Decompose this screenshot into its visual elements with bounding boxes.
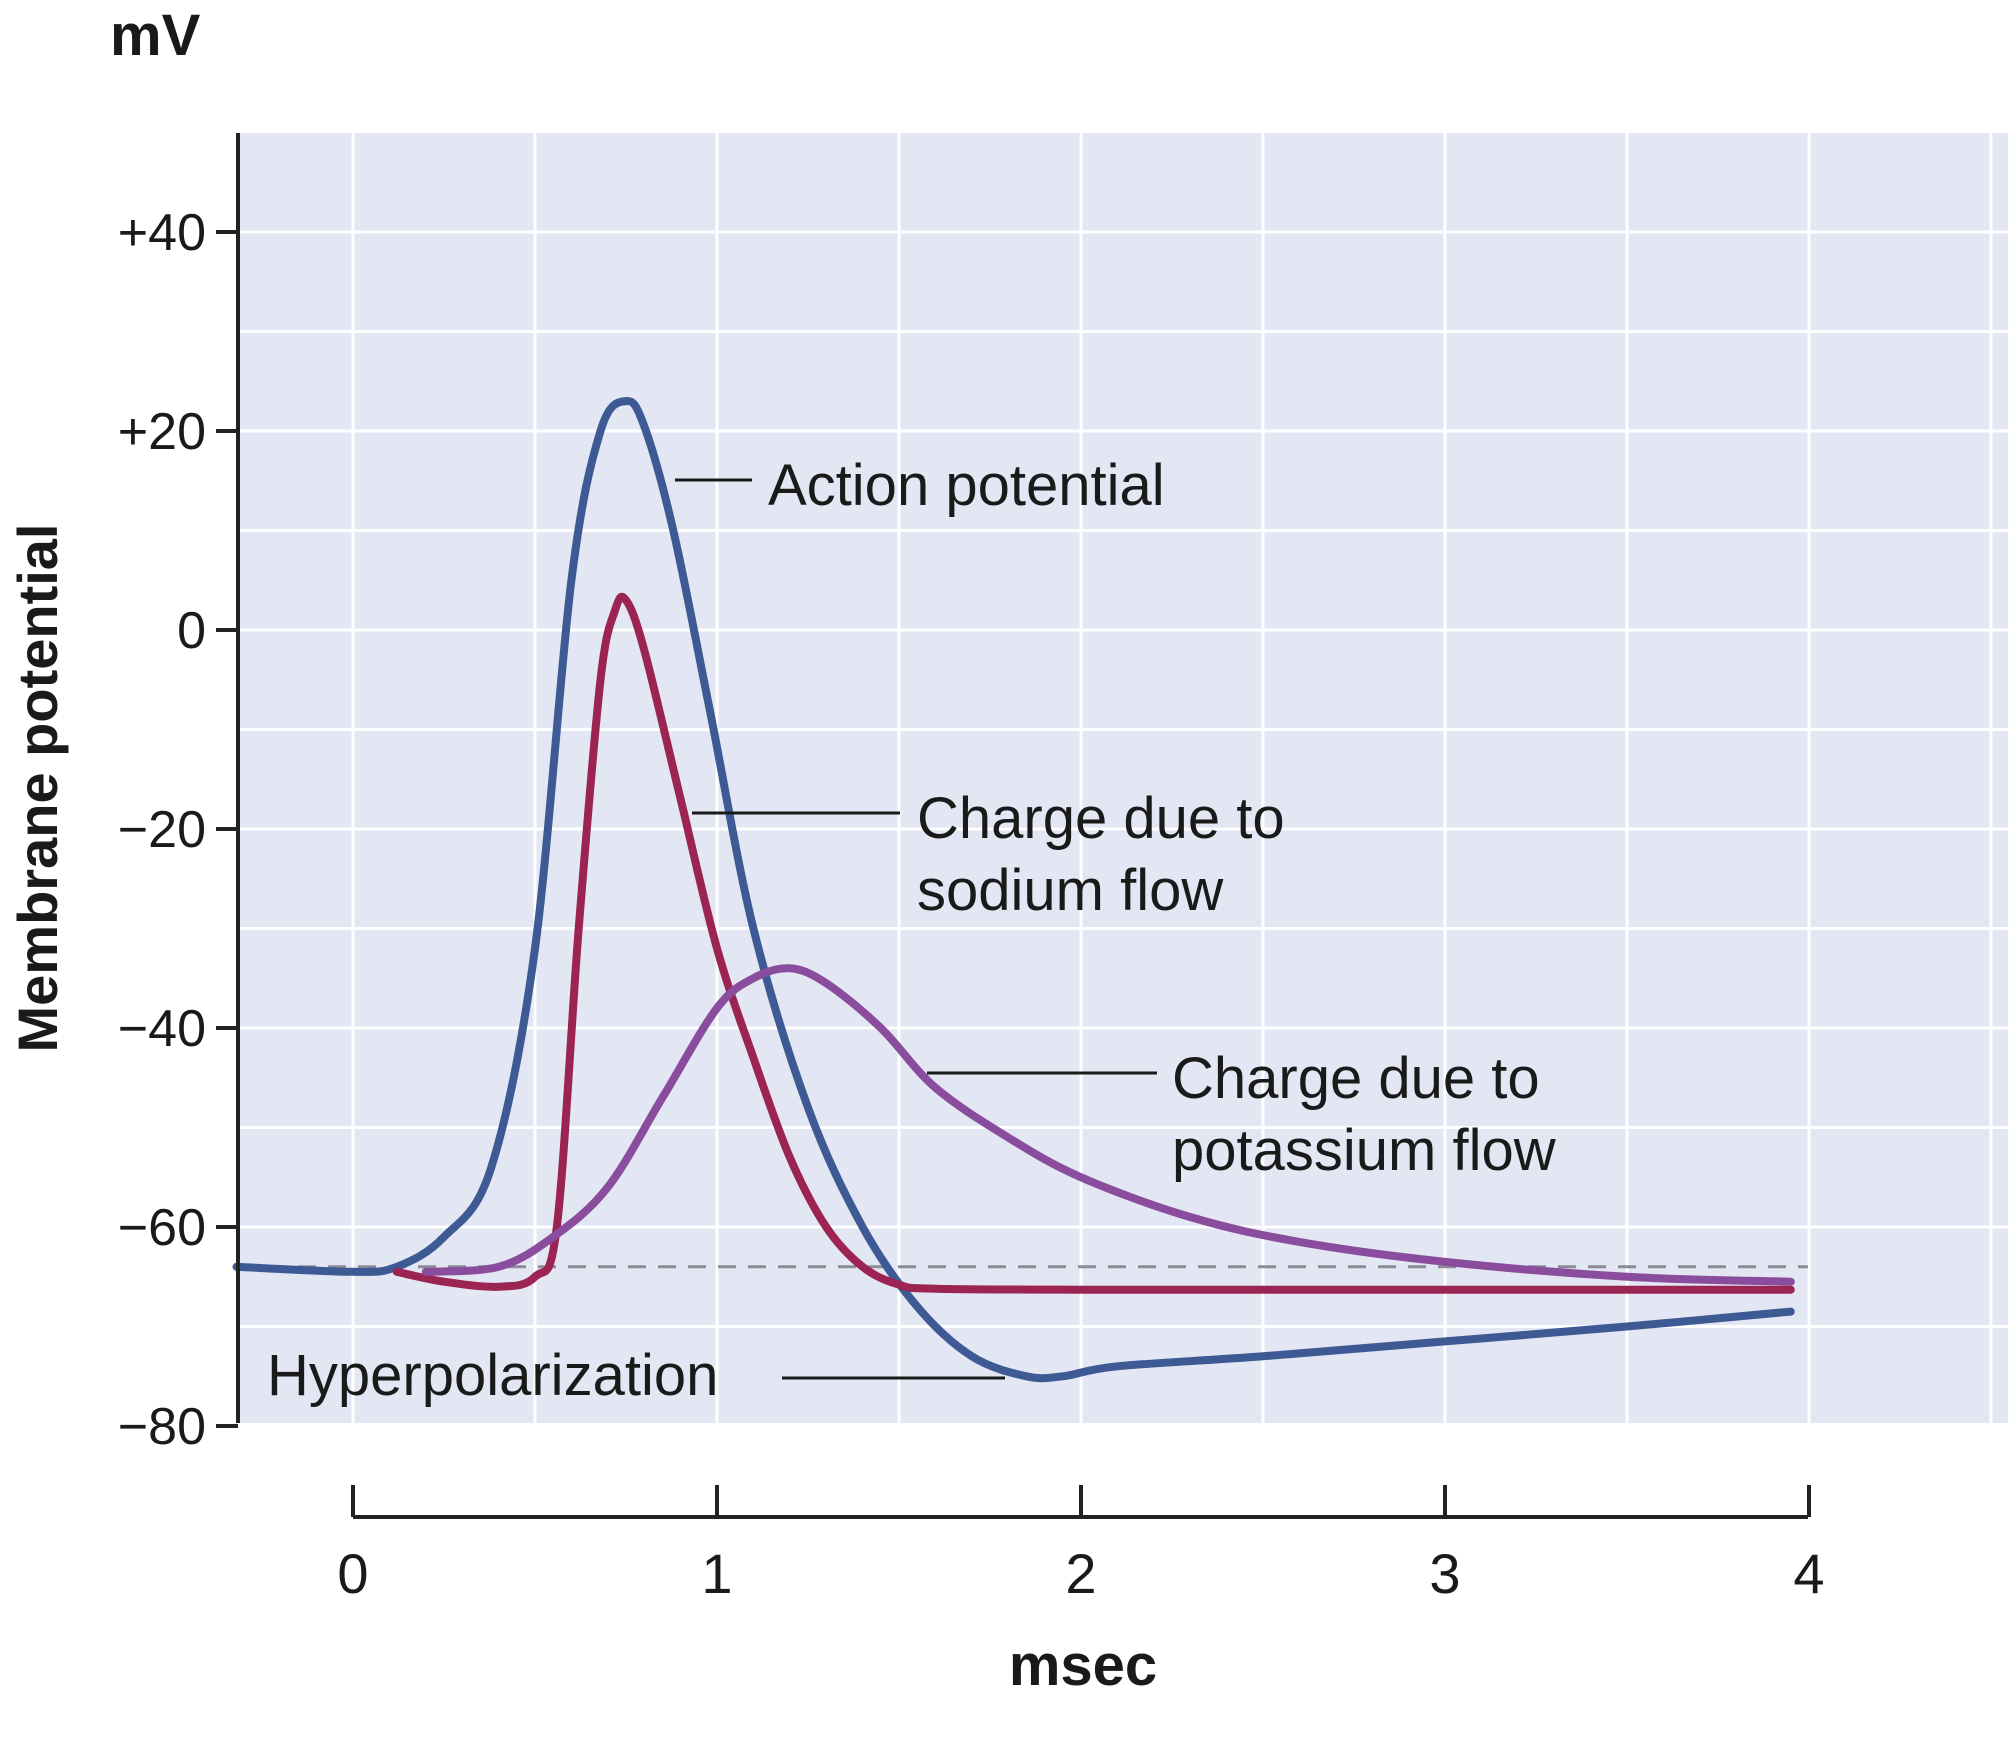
series-line-action-potential xyxy=(232,397,1795,1383)
x-axis-title: msec xyxy=(1009,1633,1157,1698)
x-ticks: 0 1 2 3 4 xyxy=(337,1485,1825,1605)
annotation-potassium-line1: Charge due to xyxy=(1172,1046,1540,1111)
series-line-potassium-flow xyxy=(421,964,1795,1286)
x-tick-label: 3 xyxy=(1429,1542,1460,1605)
y-tick-label: −40 xyxy=(118,1000,206,1058)
y-tick-label: −80 xyxy=(118,1398,206,1456)
annotation-action-potential: Action potential xyxy=(768,453,1165,518)
annotation-sodium-line2: sodium flow xyxy=(917,858,1224,923)
y-tick-label: −20 xyxy=(118,801,206,859)
annotation-sodium-line1: Charge due to xyxy=(917,786,1285,851)
x-tick-label: 2 xyxy=(1065,1542,1096,1605)
x-tick-label: 1 xyxy=(701,1542,732,1605)
x-tick-label: 0 xyxy=(337,1542,368,1605)
x-tick-label: 4 xyxy=(1793,1542,1824,1605)
series-line-sodium-flow xyxy=(392,592,1795,1294)
y-tick-label: 0 xyxy=(177,602,206,660)
y-tick-label: −60 xyxy=(118,1199,206,1257)
y-tick-label: +40 xyxy=(118,204,206,262)
y-axis-title: Membrane potential xyxy=(6,524,69,1053)
plot-background xyxy=(238,133,2008,1423)
y-ticks: +40 +20 0 −20 −40 −60 −80 xyxy=(118,204,238,1456)
annotation-potassium-line2: potassium flow xyxy=(1172,1118,1557,1183)
grid-lines xyxy=(238,133,2008,1423)
y-tick-label: +20 xyxy=(118,403,206,461)
annotation-hyperpolarization: Hyperpolarization xyxy=(267,1343,718,1408)
series-group xyxy=(232,397,1795,1383)
y-axis-unit: mV xyxy=(110,3,201,68)
